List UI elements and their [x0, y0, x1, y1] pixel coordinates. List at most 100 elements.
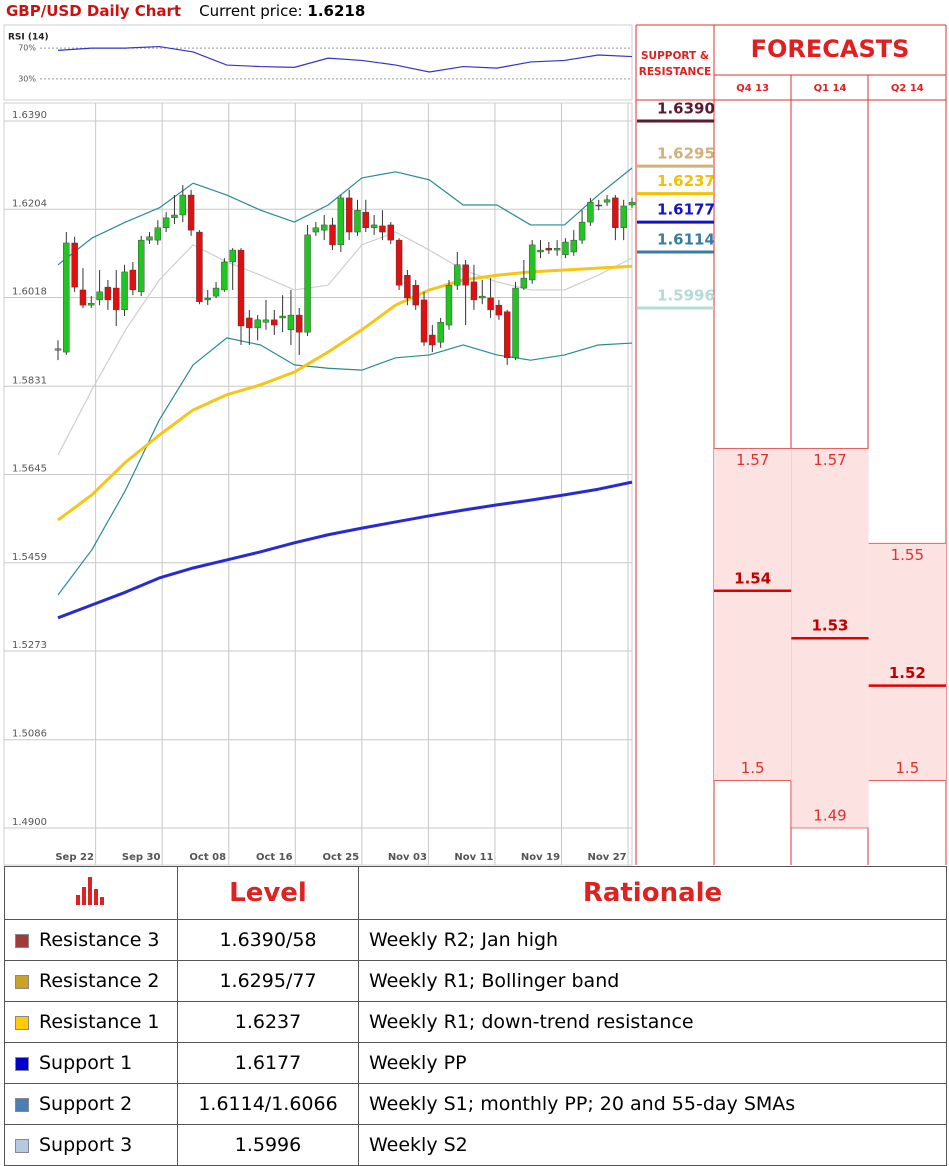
- table-cell: 1.6295/77: [177, 960, 359, 1002]
- candle-body: [296, 314, 303, 333]
- level-label: 1.6114: [657, 230, 715, 248]
- candle-body: [504, 311, 511, 358]
- candle-body: [137, 239, 145, 293]
- candle-body: [545, 247, 553, 251]
- candle-body: [196, 231, 203, 303]
- cell-text: Resistance 2: [39, 970, 160, 992]
- cell-text: Weekly S2: [369, 1134, 468, 1156]
- x-tick-label: Oct 25: [323, 852, 360, 863]
- y-tick-label: 1.6018: [12, 287, 47, 298]
- table-row: Support 1 1.6177 Weekly PP: [4, 1042, 947, 1084]
- cell-text: Weekly PP: [369, 1052, 467, 1074]
- candle-body: [370, 224, 378, 228]
- candle-body: [287, 314, 295, 330]
- candle-body: [437, 322, 444, 343]
- y-tick-label: 1.5459: [12, 552, 47, 563]
- x-tick-label: Nov 03: [388, 852, 427, 863]
- cell-text: 1.6177: [234, 1052, 302, 1074]
- y-tick-label: 1.5086: [12, 729, 47, 740]
- level-label: 1.6237: [657, 172, 715, 190]
- candle-body: [113, 287, 120, 311]
- candle-body: [587, 201, 594, 223]
- x-tick-label: Nov 19: [521, 852, 560, 863]
- candle-body: [271, 319, 278, 326]
- candle-body: [404, 275, 411, 299]
- header-row: Level Rationale: [4, 866, 947, 920]
- candle-body: [520, 277, 528, 289]
- cell-text: 1.6390/58: [219, 929, 317, 951]
- candle-body: [304, 234, 311, 333]
- candle-body: [237, 249, 245, 327]
- candle-body: [345, 197, 353, 233]
- forecast-low-label: 1.49: [813, 806, 846, 824]
- candle-body: [429, 334, 436, 346]
- forecast-mid-label: 1.54: [734, 569, 771, 587]
- cell-text: 1.5996: [234, 1134, 302, 1156]
- table-row: Resistance 1 1.6237 Weekly R1; down-trend …: [4, 1001, 947, 1043]
- candle-body: [487, 297, 494, 311]
- y-tick-label: 1.6204: [12, 198, 47, 209]
- level-label: 1.6295: [657, 145, 715, 163]
- candle-body: [628, 201, 636, 206]
- forecast-range: [868, 543, 946, 781]
- forecast-high-label: 1.57: [813, 451, 846, 469]
- candle-body: [187, 194, 195, 231]
- table-cell: Resistance 3: [4, 919, 178, 961]
- table-cell: Weekly R2; Jan high: [358, 919, 947, 961]
- indicator-line: [57, 480, 633, 620]
- indicator-line: [57, 231, 633, 456]
- cell-text: Support 1: [39, 1052, 133, 1074]
- candle-body: [387, 224, 394, 241]
- cell-text: Weekly R2; Jan high: [369, 929, 559, 951]
- candle-body: [312, 227, 320, 233]
- levels-table: Level Rationale Resistance 3 1.6390/58 Wee…: [4, 866, 947, 1166]
- cell-text: Support 3: [39, 1134, 133, 1156]
- candle-body: [121, 271, 128, 311]
- x-tick-label: Oct 08: [189, 852, 226, 863]
- candle-body: [221, 261, 228, 291]
- candle-body: [254, 319, 261, 329]
- candle-body: [395, 239, 403, 286]
- candle-body: [54, 348, 62, 351]
- cell-text: Resistance 3: [39, 929, 160, 951]
- cell-text: Support 2: [39, 1093, 133, 1115]
- candle-body: [129, 269, 137, 291]
- forecast-low-label: 1.5: [895, 759, 919, 777]
- x-tick-label: Sep 30: [122, 852, 161, 863]
- candle-body: [354, 210, 361, 233]
- price-label: Current price:: [199, 2, 303, 20]
- level-label: 1.5996: [657, 286, 715, 304]
- table-cell: Weekly S2: [358, 1124, 947, 1166]
- candle-body: [171, 214, 178, 219]
- indicator-line: [57, 167, 633, 266]
- table-cell: 1.6237: [177, 1001, 359, 1043]
- forecast-high-label: 1.55: [891, 546, 924, 564]
- cell-text: Weekly R1; Bollinger band: [369, 970, 620, 992]
- color-swatch: [15, 933, 29, 948]
- candle-body: [88, 303, 95, 306]
- rsi-title: RSI (14): [8, 33, 49, 43]
- candle-body: [63, 242, 70, 353]
- y-tick-label: 1.5645: [12, 464, 47, 475]
- cell-text: Weekly R1; down-trend resistance: [369, 1011, 694, 1033]
- color-swatch: [15, 974, 29, 989]
- candle-body: [479, 295, 486, 299]
- indicator-line: [57, 337, 633, 596]
- candle-body: [562, 241, 569, 256]
- table-cell: 1.6177: [177, 1042, 359, 1084]
- forecast-high-label: 1.57: [736, 451, 769, 469]
- forecast-mid-label: 1.53: [811, 617, 848, 635]
- table-cell: Support 1: [4, 1042, 178, 1084]
- color-swatch: [15, 1056, 29, 1071]
- candle-body: [570, 239, 577, 253]
- y-tick-label: 1.5273: [12, 640, 47, 651]
- candle-body: [337, 197, 345, 246]
- table-cell: 1.6114/1.6066: [177, 1083, 359, 1125]
- table-row: Support 3 1.5996 Weekly S2: [4, 1124, 947, 1166]
- current-price: 1.6218: [307, 2, 366, 20]
- rsi-tick-label: 70%: [18, 44, 36, 53]
- title-bar: GBP/USD Daily Chart Current price: 1.6218: [6, 0, 365, 22]
- y-tick-label: 1.4900: [12, 817, 47, 828]
- candle-body: [603, 199, 611, 203]
- candle-body: [104, 286, 112, 301]
